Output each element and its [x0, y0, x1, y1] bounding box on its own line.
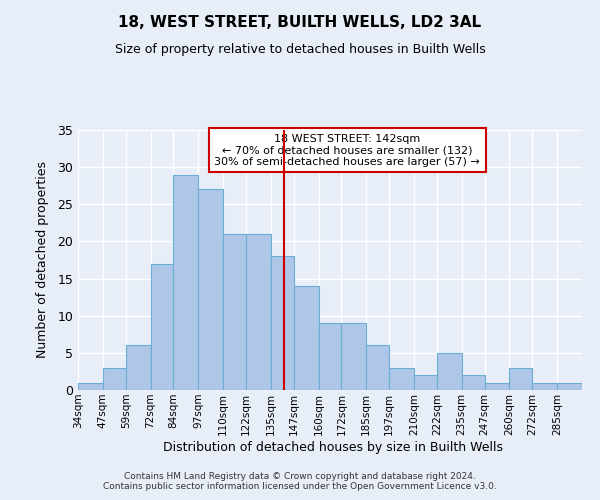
Bar — [223, 234, 246, 390]
Bar — [271, 256, 294, 390]
Text: 18, WEST STREET, BUILTH WELLS, LD2 3AL: 18, WEST STREET, BUILTH WELLS, LD2 3AL — [118, 15, 482, 30]
Bar — [246, 234, 271, 390]
Bar — [319, 323, 341, 390]
Bar — [294, 286, 319, 390]
Bar — [78, 382, 103, 390]
Bar — [462, 375, 485, 390]
Text: Size of property relative to detached houses in Builth Wells: Size of property relative to detached ho… — [115, 42, 485, 56]
Text: Distribution of detached houses by size in Builth Wells: Distribution of detached houses by size … — [163, 441, 503, 454]
Text: Contains HM Land Registry data © Crown copyright and database right 2024.: Contains HM Land Registry data © Crown c… — [124, 472, 476, 481]
Bar — [151, 264, 173, 390]
Y-axis label: Number of detached properties: Number of detached properties — [36, 162, 49, 358]
Bar — [103, 368, 126, 390]
Bar — [173, 174, 198, 390]
Bar — [532, 382, 557, 390]
Bar — [366, 346, 389, 390]
Bar — [509, 368, 532, 390]
Bar — [414, 375, 437, 390]
Text: 18 WEST STREET: 142sqm
← 70% of detached houses are smaller (132)
30% of semi-de: 18 WEST STREET: 142sqm ← 70% of detached… — [214, 134, 480, 167]
Bar — [341, 323, 366, 390]
Bar — [198, 190, 223, 390]
Bar — [557, 382, 582, 390]
Bar — [485, 382, 509, 390]
Bar — [437, 353, 462, 390]
Bar — [126, 346, 151, 390]
Bar — [389, 368, 414, 390]
Text: Contains public sector information licensed under the Open Government Licence v3: Contains public sector information licen… — [103, 482, 497, 491]
